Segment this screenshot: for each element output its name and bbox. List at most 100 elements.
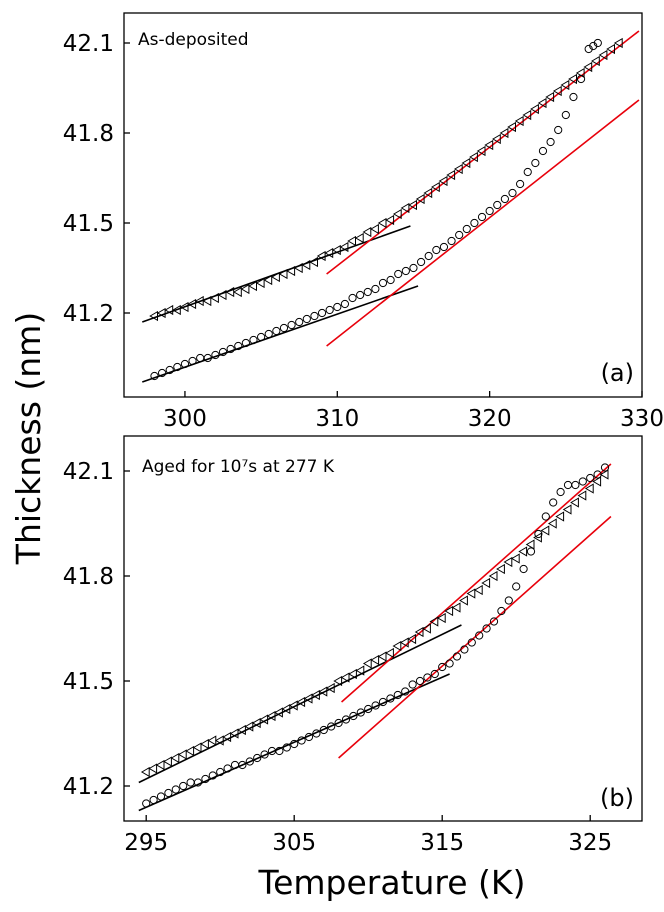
panel-a-triangle-point	[476, 145, 486, 157]
panel-a-triangle-point	[408, 199, 417, 211]
panel-b-circle-point	[578, 477, 587, 486]
panel-a-circle-point	[516, 179, 525, 189]
panel-b-y-tick-label: 41.2	[63, 774, 114, 800]
panel-b-triangle-point	[555, 511, 565, 522]
panel-a-circle-point	[226, 344, 235, 354]
panel-a-triangle-point	[263, 274, 273, 286]
panel-b-triangle-point	[570, 497, 579, 508]
panel-a-x-tick-label: 330	[620, 406, 664, 432]
panel-a-circle-point	[538, 146, 548, 156]
panel-a-circle-point	[416, 257, 426, 267]
panel-a-y-tick-label: 41.8	[63, 121, 114, 147]
panel-a-circle-point	[561, 110, 570, 120]
panel-b-triangle-point	[296, 696, 306, 708]
panel-b-triangle-point	[510, 553, 520, 564]
panel-a-triangle-point	[347, 235, 356, 247]
panel-b-circle-point	[201, 774, 210, 784]
panel-b-frame	[123, 435, 643, 822]
panel-b-triangle-point	[392, 640, 402, 652]
panel-b-circle-point	[171, 785, 180, 794]
panel-a-triangle-point	[568, 73, 577, 85]
panel-b-triangle-point	[451, 602, 461, 613]
panel-b-triangle-point	[562, 504, 572, 515]
panel-a-y-tick-label: 41.2	[63, 301, 114, 327]
panel-a-y-tick-label: 41.5	[63, 211, 114, 237]
panel-a-circle-point	[508, 188, 517, 198]
panel-b-circle-point	[290, 739, 299, 749]
panel-a-circle-point	[531, 158, 540, 168]
panel-a-circle-point	[394, 269, 403, 279]
panel-a-triangle-point	[233, 286, 242, 298]
panel-b-triangle-point	[177, 749, 187, 760]
panel-a-triangle-point	[293, 262, 303, 274]
panel-a-triangle-point	[598, 49, 608, 61]
panel-a-circle-point	[340, 299, 350, 309]
panel-b-circle-point	[423, 673, 432, 682]
panel-a-circle-point	[371, 284, 380, 294]
panel-b-x-tick-label: 295	[124, 830, 168, 856]
panel-b-triangle-point	[547, 518, 557, 529]
panel-b-circle-point	[489, 617, 499, 626]
panel-a-circle-point	[272, 326, 281, 336]
panel-b-circle-point	[238, 760, 247, 770]
panel-a-circle-point	[569, 92, 578, 102]
panel-b-triangle-point	[140, 766, 150, 778]
panel-a-triangle-point	[324, 247, 334, 259]
panel-a-triangle-point	[400, 202, 410, 214]
panel-a-triangle-point	[530, 103, 539, 115]
panel-b-circle-point	[401, 687, 410, 696]
panel-b-circle-point	[304, 732, 314, 742]
panel-b-circle-point	[156, 792, 166, 801]
panel-b-circle-point	[260, 750, 269, 759]
panel-b-circle-point	[504, 596, 513, 605]
panel-a-circle-point	[188, 356, 197, 366]
panel-b-triangle-point	[214, 735, 224, 746]
panel-b-triangle-point	[281, 703, 291, 715]
panel-b-circle-point	[497, 606, 506, 616]
panel-b-triangle-point	[459, 595, 468, 606]
panel-a-circle-point	[439, 242, 449, 252]
panel-a-circle-point	[584, 44, 593, 54]
panel-b-circle-point	[349, 711, 358, 721]
panel-a-circle-point	[554, 125, 563, 135]
panel-b-circle-point	[164, 788, 173, 798]
panel-b-circle-point	[208, 771, 217, 780]
panel-b-circle-point	[179, 781, 188, 791]
panel-a-circle-point	[447, 236, 456, 246]
panel-b-triangle-point	[185, 745, 195, 757]
panel-b-triangle-point	[481, 577, 491, 589]
panel-b-triangle-point	[148, 763, 158, 774]
panel-a-triangle-point	[431, 181, 440, 193]
panel-a-circle-point	[593, 38, 602, 48]
panel-a-triangle-point	[286, 265, 296, 277]
panel-a-circle-point	[165, 365, 174, 375]
panel-b-circle-point	[216, 767, 225, 777]
panel-b-triangle-point	[155, 759, 165, 771]
panel-a-triangle-point	[217, 289, 227, 301]
panel-b-circle-point	[519, 564, 528, 574]
panel-a-circle-point	[477, 212, 487, 222]
panel-b-circle-point	[193, 778, 203, 787]
panel-b-circle-point	[282, 743, 291, 752]
panel-a-circle-point	[150, 371, 159, 381]
panel-a-triangle-point	[469, 151, 478, 163]
panel-a-circle-point	[257, 332, 266, 342]
panel-a-triangle-point	[278, 268, 288, 280]
panel-a-triangle-point	[415, 193, 425, 205]
panel-b-circle-point	[593, 470, 602, 479]
panel-a-circle-point	[455, 230, 464, 240]
panel-a-triangle-point	[545, 91, 555, 103]
panel-a-circle-point	[325, 305, 334, 315]
panel-b-triangle-point	[473, 584, 483, 596]
panel-b-fit-line-black-1	[138, 673, 450, 812]
panel-a-circle-point	[333, 302, 342, 312]
panel-b-triangle-point	[259, 714, 269, 725]
panel-a-triangle-point	[446, 169, 456, 181]
panel-b-x-tick-label: 315	[420, 830, 464, 856]
panel-b-triangle-point	[244, 721, 254, 732]
panel-b-circle-point	[393, 690, 402, 700]
panel-b-circle-point	[467, 638, 476, 647]
panel-a-triangle-point	[507, 121, 516, 133]
panel-a-triangle-point	[248, 280, 257, 292]
panel-b-triangle-point	[599, 469, 609, 480]
